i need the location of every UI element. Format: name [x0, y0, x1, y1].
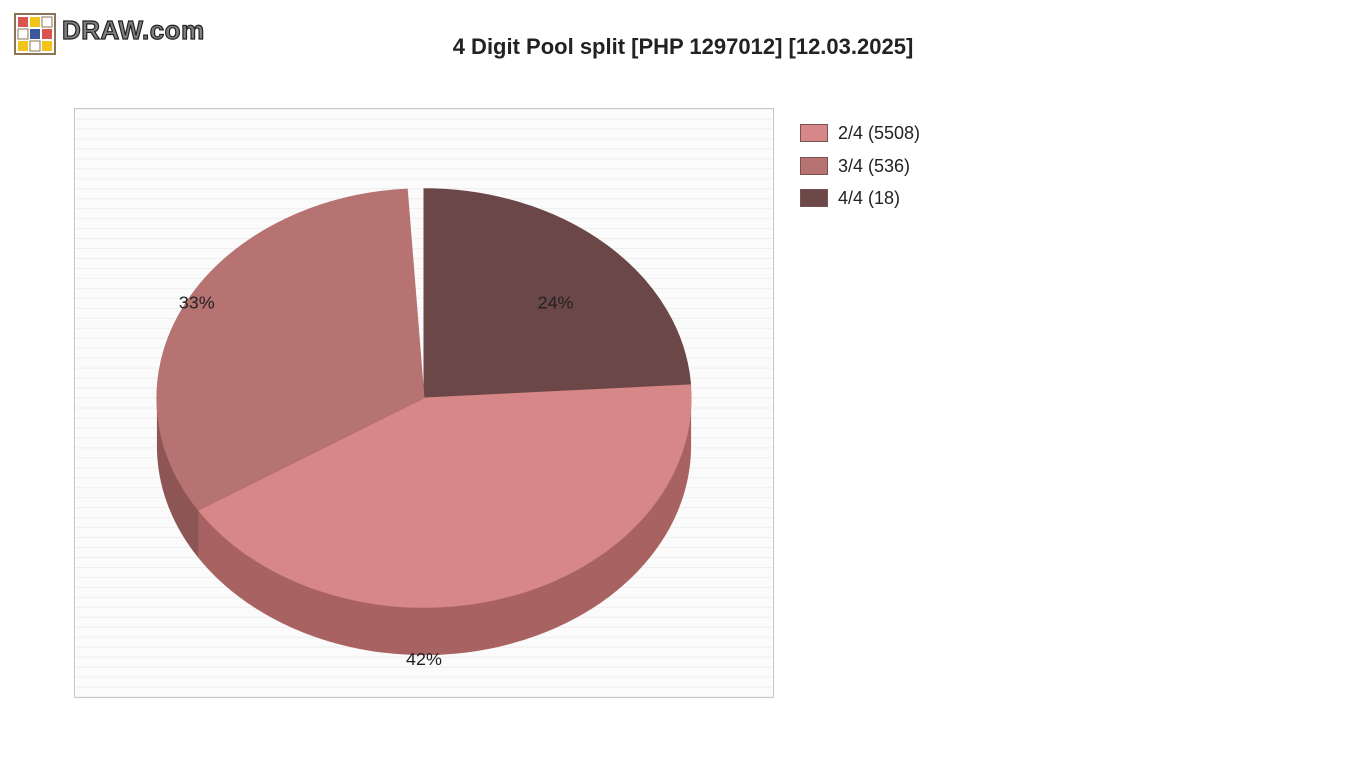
slice-pct-label: 42% — [406, 649, 442, 669]
legend-swatch — [800, 157, 828, 175]
legend-item: 2/4 (5508) — [800, 118, 920, 149]
legend-swatch — [800, 124, 828, 142]
legend-item: 3/4 (536) — [800, 151, 920, 182]
page: DRAW.com 4 Digit Pool split [PHP 1297012… — [0, 0, 1366, 768]
slice-pct-label: 33% — [179, 292, 215, 312]
pie-chart: 24% 42% 33% — [75, 109, 773, 697]
legend: 2/4 (5508)3/4 (536)4/4 (18) — [800, 118, 920, 216]
slice-pct-label: 24% — [538, 292, 574, 312]
legend-swatch — [800, 189, 828, 207]
pie-top — [157, 189, 691, 608]
legend-label: 3/4 (536) — [838, 151, 910, 182]
legend-label: 4/4 (18) — [838, 183, 900, 214]
chart-frame: 24% 42% 33% — [74, 108, 774, 698]
legend-label: 2/4 (5508) — [838, 118, 920, 149]
legend-item: 4/4 (18) — [800, 183, 920, 214]
chart-title: 4 Digit Pool split [PHP 1297012] [12.03.… — [0, 34, 1366, 60]
